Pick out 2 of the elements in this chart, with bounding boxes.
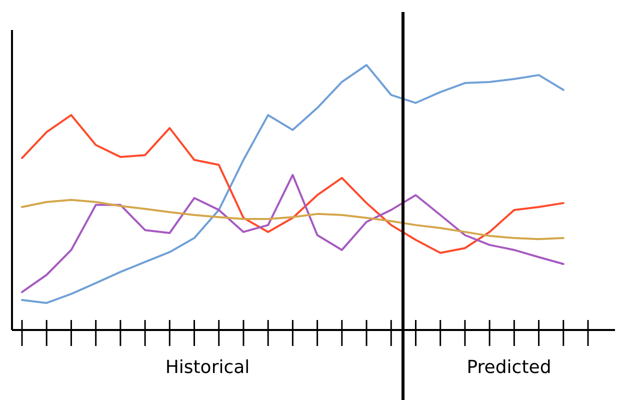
text: Predicted — [466, 357, 552, 378]
text: Historical — [165, 357, 250, 378]
